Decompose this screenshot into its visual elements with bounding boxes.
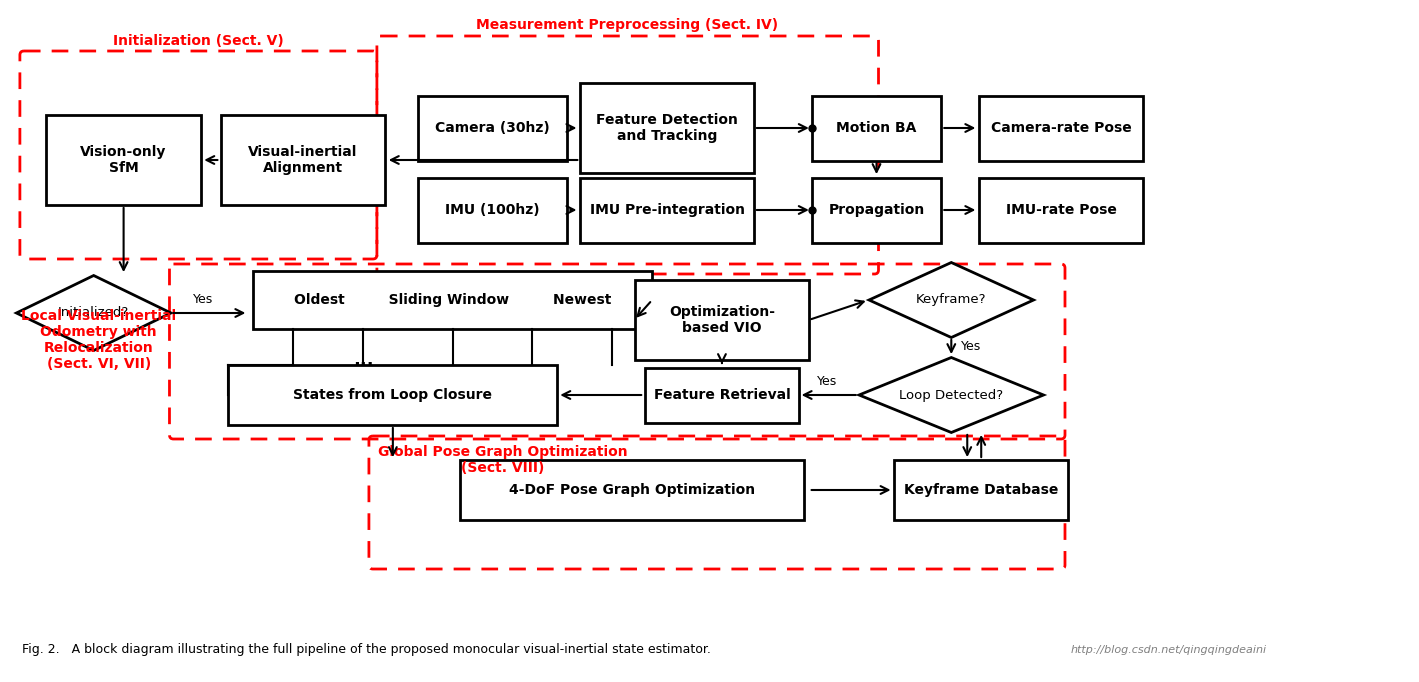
Text: 4-DoF Pose Graph Optimization: 4-DoF Pose Graph Optimization [509,483,755,497]
Polygon shape [17,276,170,351]
Text: Camera (30hz): Camera (30hz) [436,121,551,135]
Text: Keyframe Database: Keyframe Database [904,483,1059,497]
FancyBboxPatch shape [417,177,568,243]
Text: IMU-rate Pose: IMU-rate Pose [1006,203,1117,217]
Text: Initialization (Sect. V): Initialization (Sect. V) [114,34,284,48]
Text: http://blog.csdn.net/qingqingdeaini: http://blog.csdn.net/qingqingdeaini [1071,645,1267,655]
Text: IMU Pre-integration: IMU Pre-integration [589,203,745,217]
Text: Local Visual-inertial
Odometry with
Relocalization
(Sect. VI, VII): Local Visual-inertial Odometry with Relo… [21,309,176,371]
FancyBboxPatch shape [253,271,653,329]
Polygon shape [868,263,1033,338]
Text: Loop Detected?: Loop Detected? [900,389,1003,402]
FancyBboxPatch shape [812,177,941,243]
Text: Vision-only
SfM: Vision-only SfM [81,145,167,175]
FancyBboxPatch shape [580,83,755,173]
FancyBboxPatch shape [812,95,941,160]
Text: Feature Retrieval: Feature Retrieval [654,388,790,402]
FancyBboxPatch shape [979,177,1144,243]
Text: Oldest         Sliding Window         Newest: Oldest Sliding Window Newest [294,293,612,307]
FancyBboxPatch shape [47,115,201,205]
Text: Global Pose Graph Optimization
(Sect. VIII): Global Pose Graph Optimization (Sect. VI… [377,445,627,475]
Text: Fig. 2.   A block diagram illustrating the full pipeline of the proposed monocul: Fig. 2. A block diagram illustrating the… [21,644,711,657]
Polygon shape [858,357,1043,432]
Text: ...: ... [353,351,373,369]
FancyBboxPatch shape [417,95,568,160]
FancyBboxPatch shape [580,177,755,243]
Text: States from Loop Closure: States from Loop Closure [294,388,492,402]
FancyBboxPatch shape [228,365,558,425]
FancyBboxPatch shape [460,460,805,520]
Text: Propagation: Propagation [829,203,925,217]
Text: Motion BA: Motion BA [836,121,917,135]
Text: Optimization-
based VIO: Optimization- based VIO [668,305,775,335]
FancyBboxPatch shape [634,280,809,360]
FancyBboxPatch shape [979,95,1144,160]
Text: Yes: Yes [816,375,837,388]
Text: IMU (100hz): IMU (100hz) [446,203,539,217]
Text: Yes: Yes [961,340,982,353]
Text: Keyframe?: Keyframe? [917,293,986,306]
Text: Measurement Preprocessing (Sect. IV): Measurement Preprocessing (Sect. IV) [477,18,778,32]
FancyBboxPatch shape [221,115,386,205]
Text: Yes: Yes [193,293,213,306]
Text: Initialized?: Initialized? [58,306,129,319]
Text: Feature Detection
and Tracking: Feature Detection and Tracking [596,113,738,143]
FancyBboxPatch shape [894,460,1069,520]
FancyBboxPatch shape [644,368,799,423]
Text: Camera-rate Pose: Camera-rate Pose [990,121,1131,135]
Text: Visual-inertial
Alignment: Visual-inertial Alignment [248,145,358,175]
